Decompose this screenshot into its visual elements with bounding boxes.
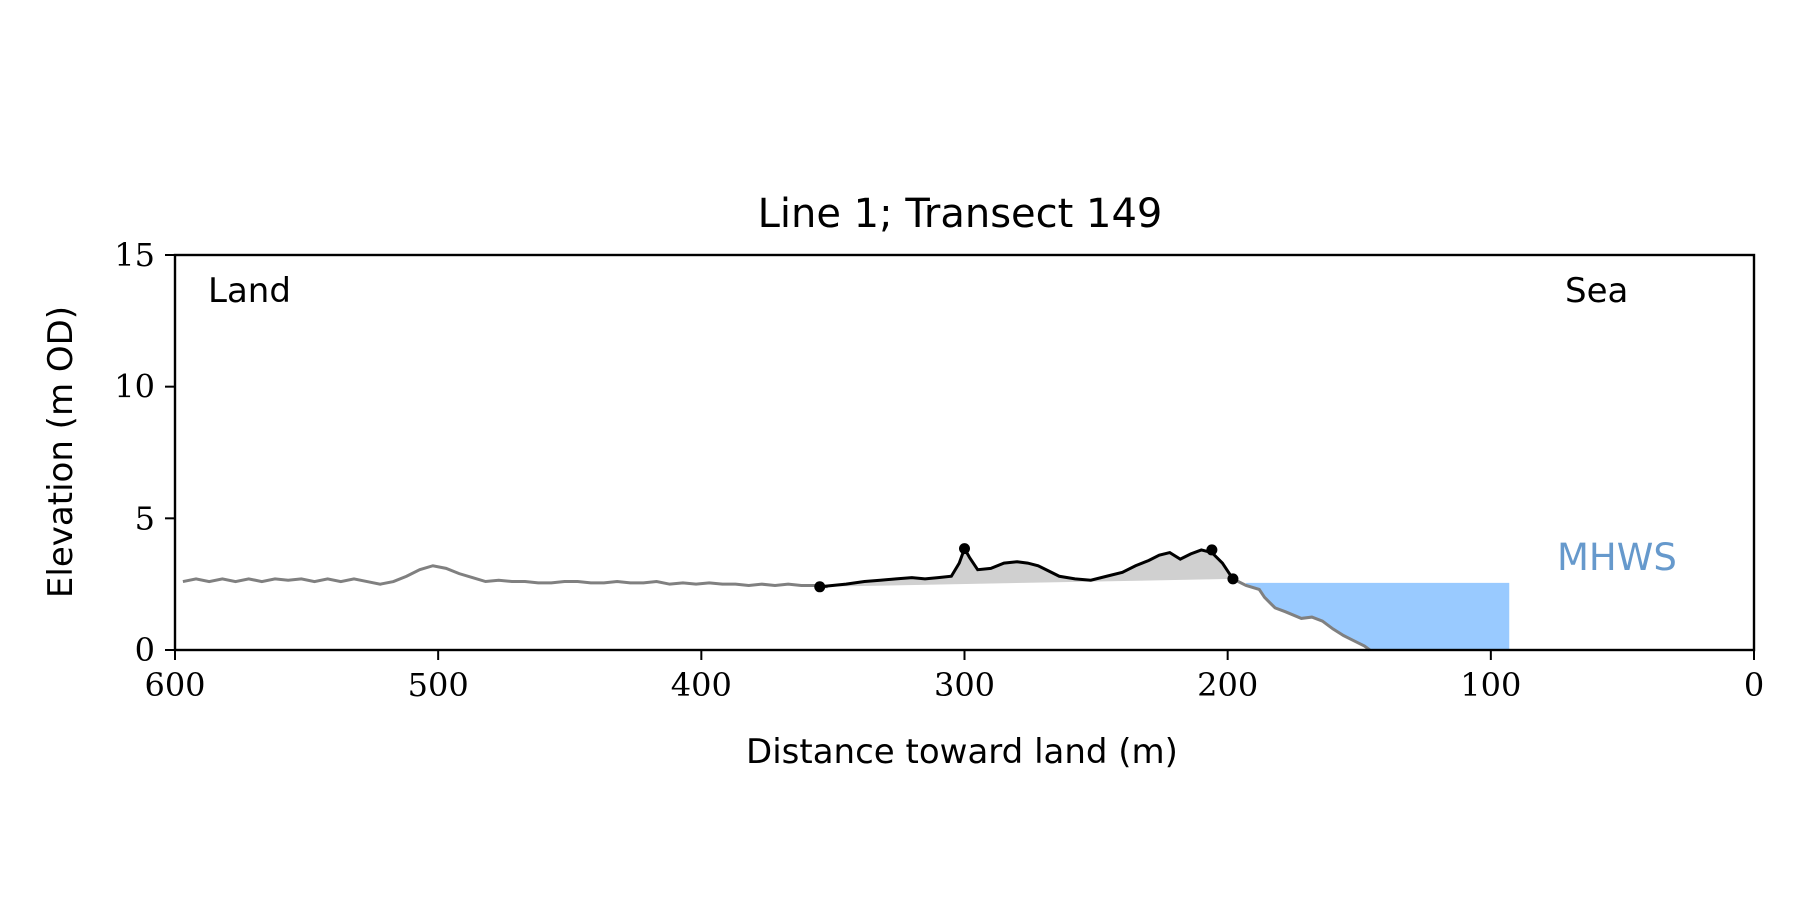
y-tick-label: 10 xyxy=(114,368,155,406)
y-tick-label: 0 xyxy=(135,631,155,669)
x-tick-label: 200 xyxy=(1197,666,1258,704)
land-label: Land xyxy=(208,271,291,311)
dune-marker xyxy=(959,543,970,555)
x-tick-label: 400 xyxy=(671,666,732,704)
x-tick-label: 500 xyxy=(408,666,469,704)
x-tick-label: 300 xyxy=(934,666,995,704)
dune-marker xyxy=(1227,573,1239,585)
x-tick-label: 600 xyxy=(144,666,205,704)
sea-label: Sea xyxy=(1565,271,1628,311)
y-axis-label: Elevation (m OD) xyxy=(41,306,81,598)
dune-profile-line xyxy=(819,545,1235,589)
plot-frame xyxy=(173,253,1756,652)
lines-layer xyxy=(182,545,1371,652)
markers-layer xyxy=(814,543,1239,593)
y-tick-label: 5 xyxy=(135,499,155,537)
x-tick-label: 100 xyxy=(1460,666,1521,704)
mhws-label: MHWS xyxy=(1557,536,1677,579)
x-axis-label: Distance toward land (m) xyxy=(746,732,1178,772)
dune-marker xyxy=(1206,544,1218,556)
dune-marker xyxy=(814,581,826,593)
chart-title: Line 1; Transect 149 xyxy=(758,191,1163,237)
mhws-water-fill xyxy=(1246,582,1510,650)
dune-area-fill xyxy=(819,548,1233,587)
seaward-profile-line xyxy=(1232,577,1371,652)
fills-layer xyxy=(819,548,1510,650)
ticks-layer: 600 500 400 300 200 100 0 0 5 10 15 xyxy=(114,236,1764,704)
y-tick-label: 15 xyxy=(114,236,155,274)
land-profile-line xyxy=(182,564,828,589)
x-tick-label: 0 xyxy=(1744,666,1764,704)
